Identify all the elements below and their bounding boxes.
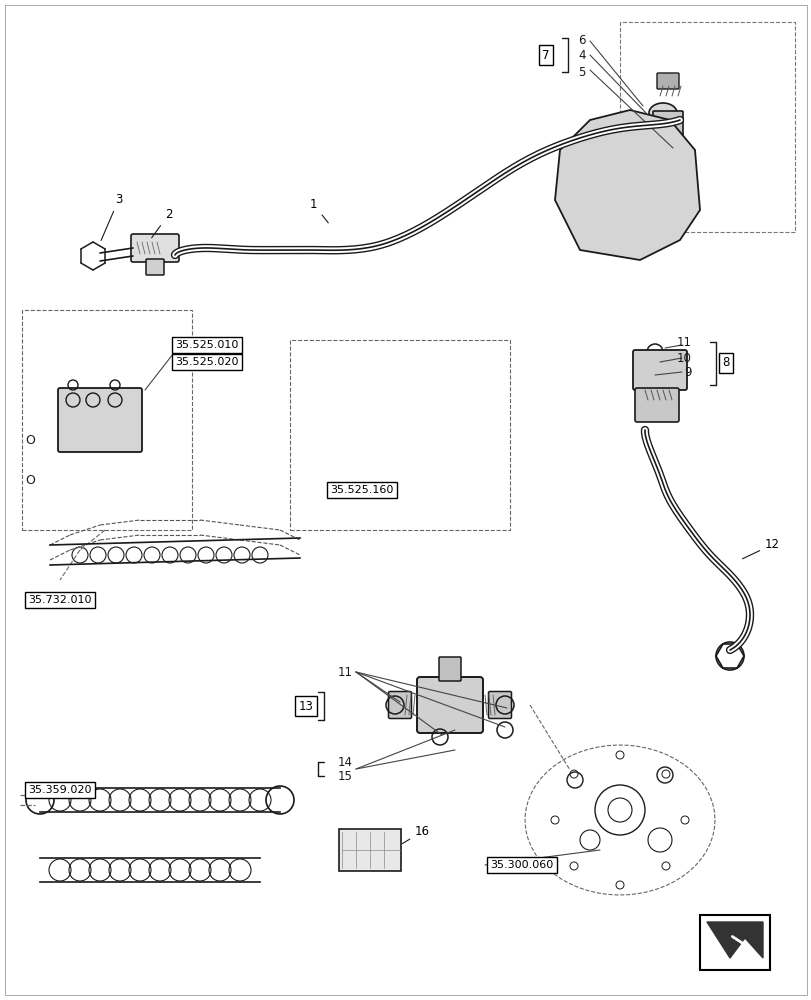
- Text: 7: 7: [542, 49, 549, 62]
- Text: O: O: [25, 474, 35, 487]
- Text: O: O: [25, 434, 35, 446]
- Text: 35.525.160: 35.525.160: [329, 485, 393, 495]
- Text: 11: 11: [337, 666, 353, 678]
- FancyBboxPatch shape: [634, 388, 678, 422]
- FancyBboxPatch shape: [146, 259, 164, 275]
- Text: 35.732.010: 35.732.010: [28, 595, 92, 605]
- FancyBboxPatch shape: [488, 692, 511, 718]
- Text: 5: 5: [577, 66, 585, 79]
- Text: 11: 11: [676, 336, 691, 350]
- Text: 16: 16: [402, 825, 430, 844]
- Text: 10: 10: [676, 352, 691, 364]
- FancyBboxPatch shape: [633, 350, 686, 390]
- Bar: [290, 340, 509, 530]
- FancyBboxPatch shape: [388, 692, 411, 718]
- FancyBboxPatch shape: [439, 657, 461, 681]
- Text: 14: 14: [337, 756, 353, 768]
- Text: 35.525.010: 35.525.010: [175, 340, 238, 350]
- Polygon shape: [706, 922, 762, 958]
- Ellipse shape: [648, 103, 676, 123]
- Text: 3: 3: [101, 193, 122, 240]
- Bar: [699, 915, 769, 970]
- Text: 35.359.020: 35.359.020: [28, 785, 92, 795]
- Bar: [22, 310, 191, 530]
- Text: 9: 9: [684, 365, 691, 378]
- Text: 8: 8: [722, 357, 729, 369]
- FancyBboxPatch shape: [652, 111, 682, 139]
- Text: 2: 2: [152, 208, 172, 238]
- Text: 35.525.020: 35.525.020: [175, 357, 238, 367]
- Text: 15: 15: [337, 770, 353, 782]
- FancyBboxPatch shape: [58, 388, 142, 452]
- Text: 6: 6: [577, 34, 585, 47]
- Bar: [620, 22, 794, 232]
- Text: 35.300.060: 35.300.060: [489, 860, 552, 870]
- FancyBboxPatch shape: [338, 829, 401, 871]
- Text: 1: 1: [310, 198, 328, 223]
- Text: 13: 13: [298, 700, 313, 712]
- FancyBboxPatch shape: [656, 73, 678, 89]
- Polygon shape: [554, 110, 699, 260]
- FancyBboxPatch shape: [417, 677, 483, 733]
- FancyBboxPatch shape: [131, 234, 178, 262]
- Text: 12: 12: [741, 538, 779, 559]
- Text: 4: 4: [577, 49, 585, 62]
